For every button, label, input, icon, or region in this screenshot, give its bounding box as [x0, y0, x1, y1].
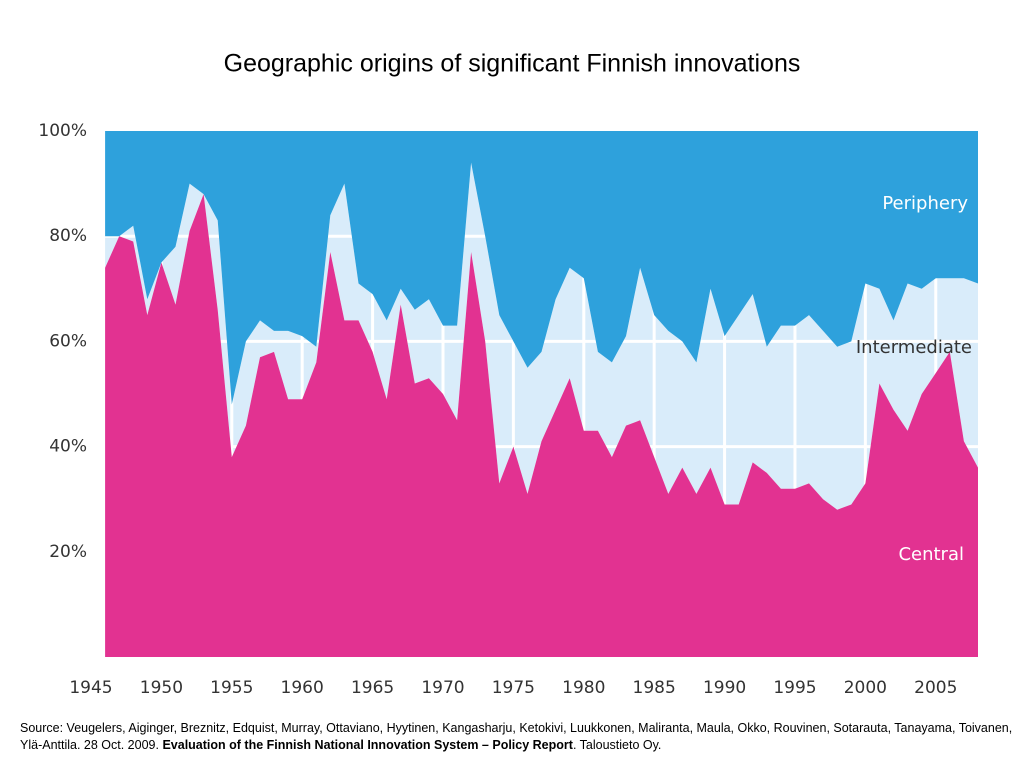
x-tick-label: 1985: [633, 678, 676, 698]
x-tick-label: 1955: [210, 678, 253, 698]
series-label: Central: [898, 544, 964, 565]
y-tick-label: 80%: [49, 226, 87, 246]
y-tick-label: 60%: [49, 331, 87, 351]
x-tick-label: 1945: [69, 678, 112, 698]
source-publisher: . Taloustieto Oy.: [572, 738, 662, 752]
x-tick-label: 1965: [351, 678, 394, 698]
x-tick-label: 1950: [140, 678, 183, 698]
area-periphery: [105, 131, 979, 405]
y-tick-label: 40%: [49, 437, 87, 457]
area-central: [105, 194, 979, 657]
series-label: Intermediate: [856, 337, 972, 358]
y-tick-label: 100%: [38, 121, 87, 141]
x-tick-label: 2000: [844, 678, 887, 698]
chart: Geographic origins of significant Finnis…: [38, 50, 979, 698]
chart-title: Geographic origins of significant Finnis…: [224, 50, 801, 78]
area-intermediate: [105, 162, 979, 510]
source-text: Source: Veugelers, Aiginger, Breznitz, E…: [20, 721, 1013, 752]
x-tick-label: 1990: [703, 678, 746, 698]
x-tick-label: 1970: [421, 678, 464, 698]
x-tick-label: 1980: [562, 678, 605, 698]
y-tick-label: 20%: [49, 542, 87, 562]
x-tick-label: 1975: [492, 678, 535, 698]
x-tick-label: 1960: [281, 678, 324, 698]
source-note: Source: Veugelers, Aiginger, Breznitz, E…: [20, 720, 1020, 754]
source-report: Evaluation of the Finnish National Innov…: [162, 738, 573, 752]
series-label: Periphery: [882, 193, 968, 214]
x-tick-label: 2005: [914, 678, 957, 698]
x-tick-label: 1995: [773, 678, 816, 698]
